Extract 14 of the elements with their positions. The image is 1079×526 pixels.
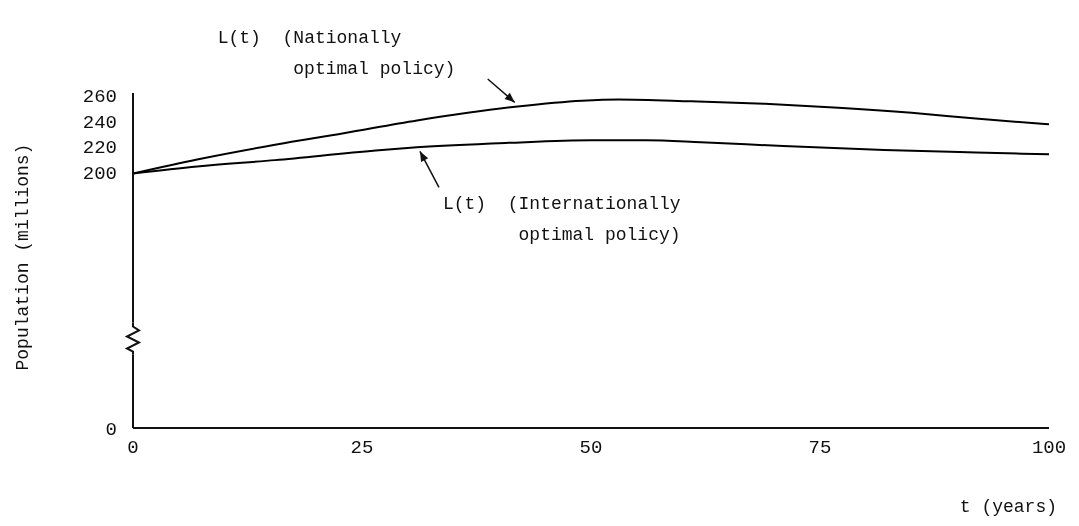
x-tick-label: 0	[127, 437, 139, 460]
y-axis-title: Population (millions)	[13, 143, 34, 371]
x-tick-label: 100	[1031, 437, 1067, 460]
y-tick-label: 240	[82, 111, 117, 134]
x-tick-label: 25	[350, 437, 374, 460]
x-axis-title: t (years)	[959, 497, 1057, 517]
y-tick-label: 260	[82, 86, 117, 109]
x-tick-label: 50	[579, 437, 603, 460]
y-tick-label: 220	[82, 137, 117, 160]
y-tick-label: 200	[82, 163, 117, 186]
text: L(t) (Internationally optimal policy)	[442, 194, 681, 246]
x-tick-label: 75	[808, 437, 832, 460]
y-tick-label: 0	[105, 418, 117, 441]
series-label: L(t) (Nationally optimal policy)	[217, 28, 456, 79]
